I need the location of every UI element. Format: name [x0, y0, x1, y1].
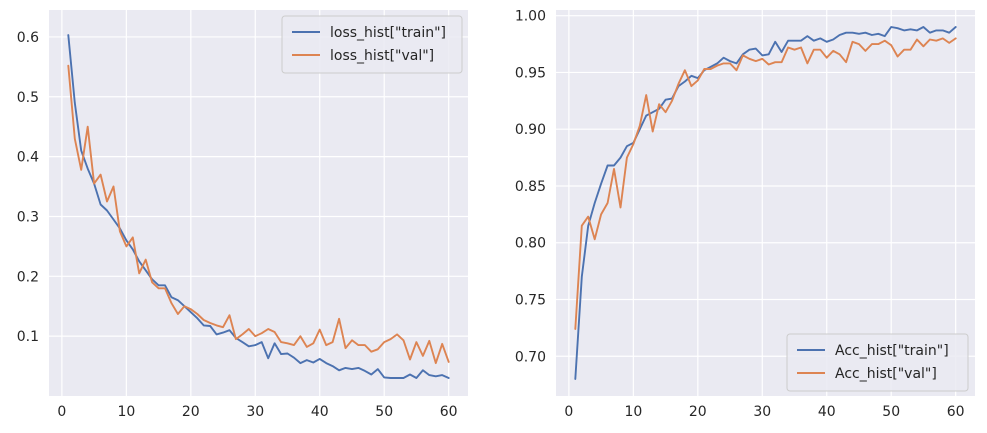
loss-train-line — [67, 34, 450, 379]
y-tick-label: 0.85 — [515, 179, 546, 195]
y-tick-label: 0.70 — [515, 349, 546, 365]
legend: loss_hist["train"] loss_hist["val"] — [281, 15, 463, 74]
x-tick-label: 20 — [689, 404, 707, 420]
y-tick-label: 0.4 — [17, 150, 39, 166]
legend-entry: loss_hist["val"] — [330, 48, 434, 64]
x-tick-label: 40 — [311, 404, 329, 420]
legend-box — [281, 15, 463, 74]
y-tick-label: 0.5 — [17, 90, 39, 106]
legend: Acc_hist["train"] Acc_hist["val"] — [786, 333, 969, 392]
x-tick-label: 10 — [624, 404, 642, 420]
x-tick-label: 0 — [57, 404, 66, 420]
x-tick-label: 20 — [182, 404, 200, 420]
loss-chart: 0 10 20 30 40 50 60 0.1 0.2 0.3 0.4 0.5 0.6 loss_hist… — [17, 10, 468, 420]
legend-box — [786, 333, 969, 392]
x-tick-label: 30 — [753, 404, 771, 420]
plot-area — [49, 10, 468, 396]
y-tick-label: 0.95 — [515, 65, 546, 81]
y-tick-label: 0.3 — [17, 209, 39, 225]
y-tick-label: 0.75 — [515, 293, 546, 309]
legend-entry: loss_hist["train"] — [330, 25, 446, 41]
x-tick-label: 30 — [246, 404, 264, 420]
loss-val-line — [67, 64, 450, 365]
x-tick-label: 0 — [564, 404, 573, 420]
accuracy-chart: 0 10 20 30 40 50 60 0.70 0.75 0.80 0.85 0.90 0.95 1.0… — [515, 9, 975, 420]
y-tick-label: 0.90 — [515, 122, 546, 138]
x-tick-label: 50 — [375, 404, 393, 420]
x-tick-label: 60 — [947, 404, 965, 420]
x-tick-label: 50 — [882, 404, 900, 420]
y-tick-label: 0.2 — [17, 269, 39, 285]
legend-entry: Acc_hist["train"] — [835, 343, 949, 359]
x-tick-label: 10 — [117, 404, 135, 420]
acc-val-line — [574, 37, 957, 330]
plot-area — [556, 10, 975, 396]
y-tick-label: 1.00 — [515, 9, 546, 25]
x-tick-label: 60 — [440, 404, 458, 420]
y-tick-label: 0.1 — [17, 329, 39, 345]
y-tick-label: 0.6 — [17, 30, 39, 46]
y-tick-label: 0.80 — [515, 236, 546, 252]
x-tick-label: 40 — [818, 404, 836, 420]
legend-entry: Acc_hist["val"] — [835, 366, 937, 382]
